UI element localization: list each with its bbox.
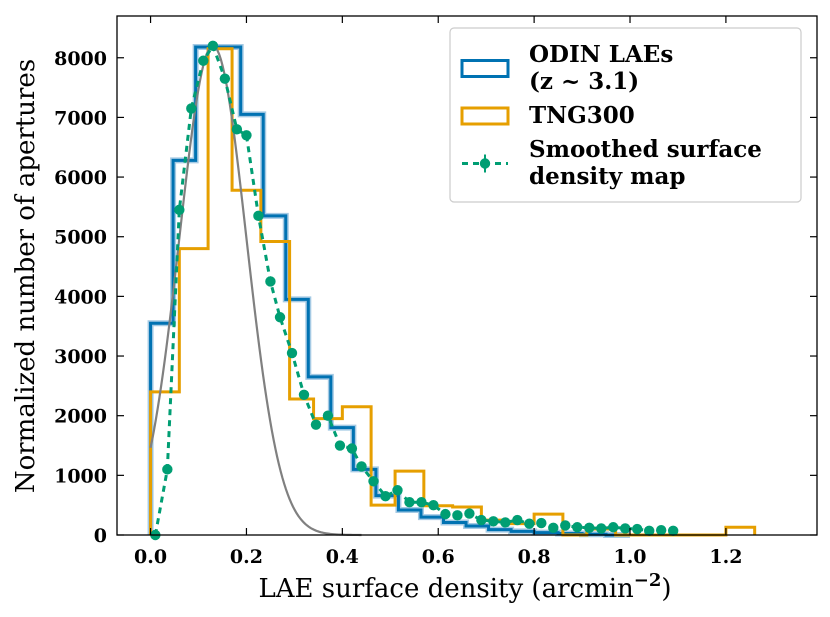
smoothed-density-point — [572, 522, 583, 533]
legend-label-0: ODIN LAEs — [529, 41, 673, 68]
smoothed-density-point — [643, 525, 655, 537]
y-tick-label: 2000 — [54, 406, 107, 428]
x-tick-label: 0.0 — [134, 546, 167, 568]
smoothed-density-point — [620, 523, 631, 534]
legend-label-0: (z ~ 3.1) — [529, 68, 639, 95]
smoothed-density-point — [428, 499, 439, 511]
legend-label-2: density map — [529, 163, 685, 190]
smoothed-density-point — [476, 514, 487, 526]
smoothed-density-point — [368, 476, 379, 487]
y-tick-label: 6000 — [54, 167, 107, 189]
smoothed-density-point — [298, 389, 310, 401]
y-tick-label: 0 — [94, 525, 107, 547]
plot-frame — [116, 15, 818, 536]
smoothed-density-point — [404, 496, 415, 508]
x-tick-label: 1.0 — [613, 546, 646, 568]
smoothed-density-point — [632, 523, 643, 535]
smoothed-density-point — [596, 523, 607, 534]
smoothed-density-point — [198, 55, 209, 66]
smoothed-density-point — [286, 347, 298, 359]
x-axis-title-close: ) — [661, 574, 671, 604]
smoothed-density-point — [512, 514, 523, 526]
smoothed-density-point — [253, 210, 264, 222]
smoothed-density-point — [274, 312, 286, 323]
legend-frame — [449, 27, 802, 203]
smoothed-density-point — [207, 40, 219, 52]
y-tick-label: 7000 — [54, 107, 107, 129]
smoothed-density-point — [356, 461, 367, 472]
x-axis-title-main: LAE surface density (arcmin — [258, 574, 634, 604]
x-tick-label: 0.8 — [518, 546, 551, 568]
smoothed-density-point — [380, 491, 391, 502]
legend-swatch-0 — [460, 59, 510, 78]
smoothed-density-point — [334, 440, 346, 451]
smoothed-density-point — [608, 522, 619, 533]
smoothed-density-point — [440, 508, 451, 520]
smoothed-density-point — [416, 496, 427, 508]
smoothed-density-point — [655, 525, 667, 536]
x-tick-label: 0.2 — [230, 546, 263, 568]
y-tick-label: 8000 — [54, 48, 107, 70]
legend-label-2: Smoothed surface — [529, 136, 762, 163]
smoothed-density-point — [310, 419, 322, 430]
y-tick-label: 4000 — [54, 286, 107, 308]
y-tick-label: 3000 — [54, 346, 107, 368]
smoothed-density-point — [548, 522, 559, 534]
smoothed-density-point — [392, 485, 403, 496]
smoothed-density-point — [536, 517, 547, 529]
smoothed-density-point — [464, 508, 475, 519]
legend-swatch-marker — [479, 158, 491, 169]
x-tick-label: 1.2 — [709, 546, 742, 568]
legend-swatch-1 — [460, 106, 510, 126]
smoothed-density-point — [265, 276, 276, 287]
smoothed-density-point — [500, 517, 511, 528]
smoothed-density-point — [162, 464, 173, 475]
y-tick-label: 1000 — [54, 465, 107, 487]
x-axis-title-exponent: −2 — [634, 570, 662, 591]
smoothed-density-point — [560, 520, 571, 531]
smoothed-density-point — [231, 124, 243, 135]
x-tick-label: 0.6 — [422, 546, 455, 568]
smoothed-density-point — [241, 130, 252, 141]
smoothed-density-point — [452, 510, 463, 521]
smoothed-density-point — [667, 525, 679, 537]
smoothed-density-point — [186, 103, 197, 114]
smoothed-density-point — [346, 443, 358, 454]
legend: ODIN LAEs (z ~ 3.1) TNG300 Smoothed surfac… — [449, 27, 802, 203]
smoothed-density-point — [219, 73, 231, 84]
smoothed-density-point — [322, 410, 334, 421]
y-tick-label: 5000 — [54, 227, 107, 249]
smoothed-density-point — [488, 516, 499, 527]
x-axis-title: LAE surface density (arcmin−2) — [258, 570, 671, 604]
y-axis-title: Normalized number of apertures — [11, 59, 41, 493]
x-tick-label: 0.4 — [326, 546, 359, 568]
gaussian-fit-curve — [149, 44, 362, 537]
legend-label-1: TNG300 — [529, 102, 635, 129]
smoothed-density-point — [584, 522, 595, 534]
smoothed-density-point — [174, 204, 185, 216]
smoothed-density-point — [524, 518, 535, 529]
